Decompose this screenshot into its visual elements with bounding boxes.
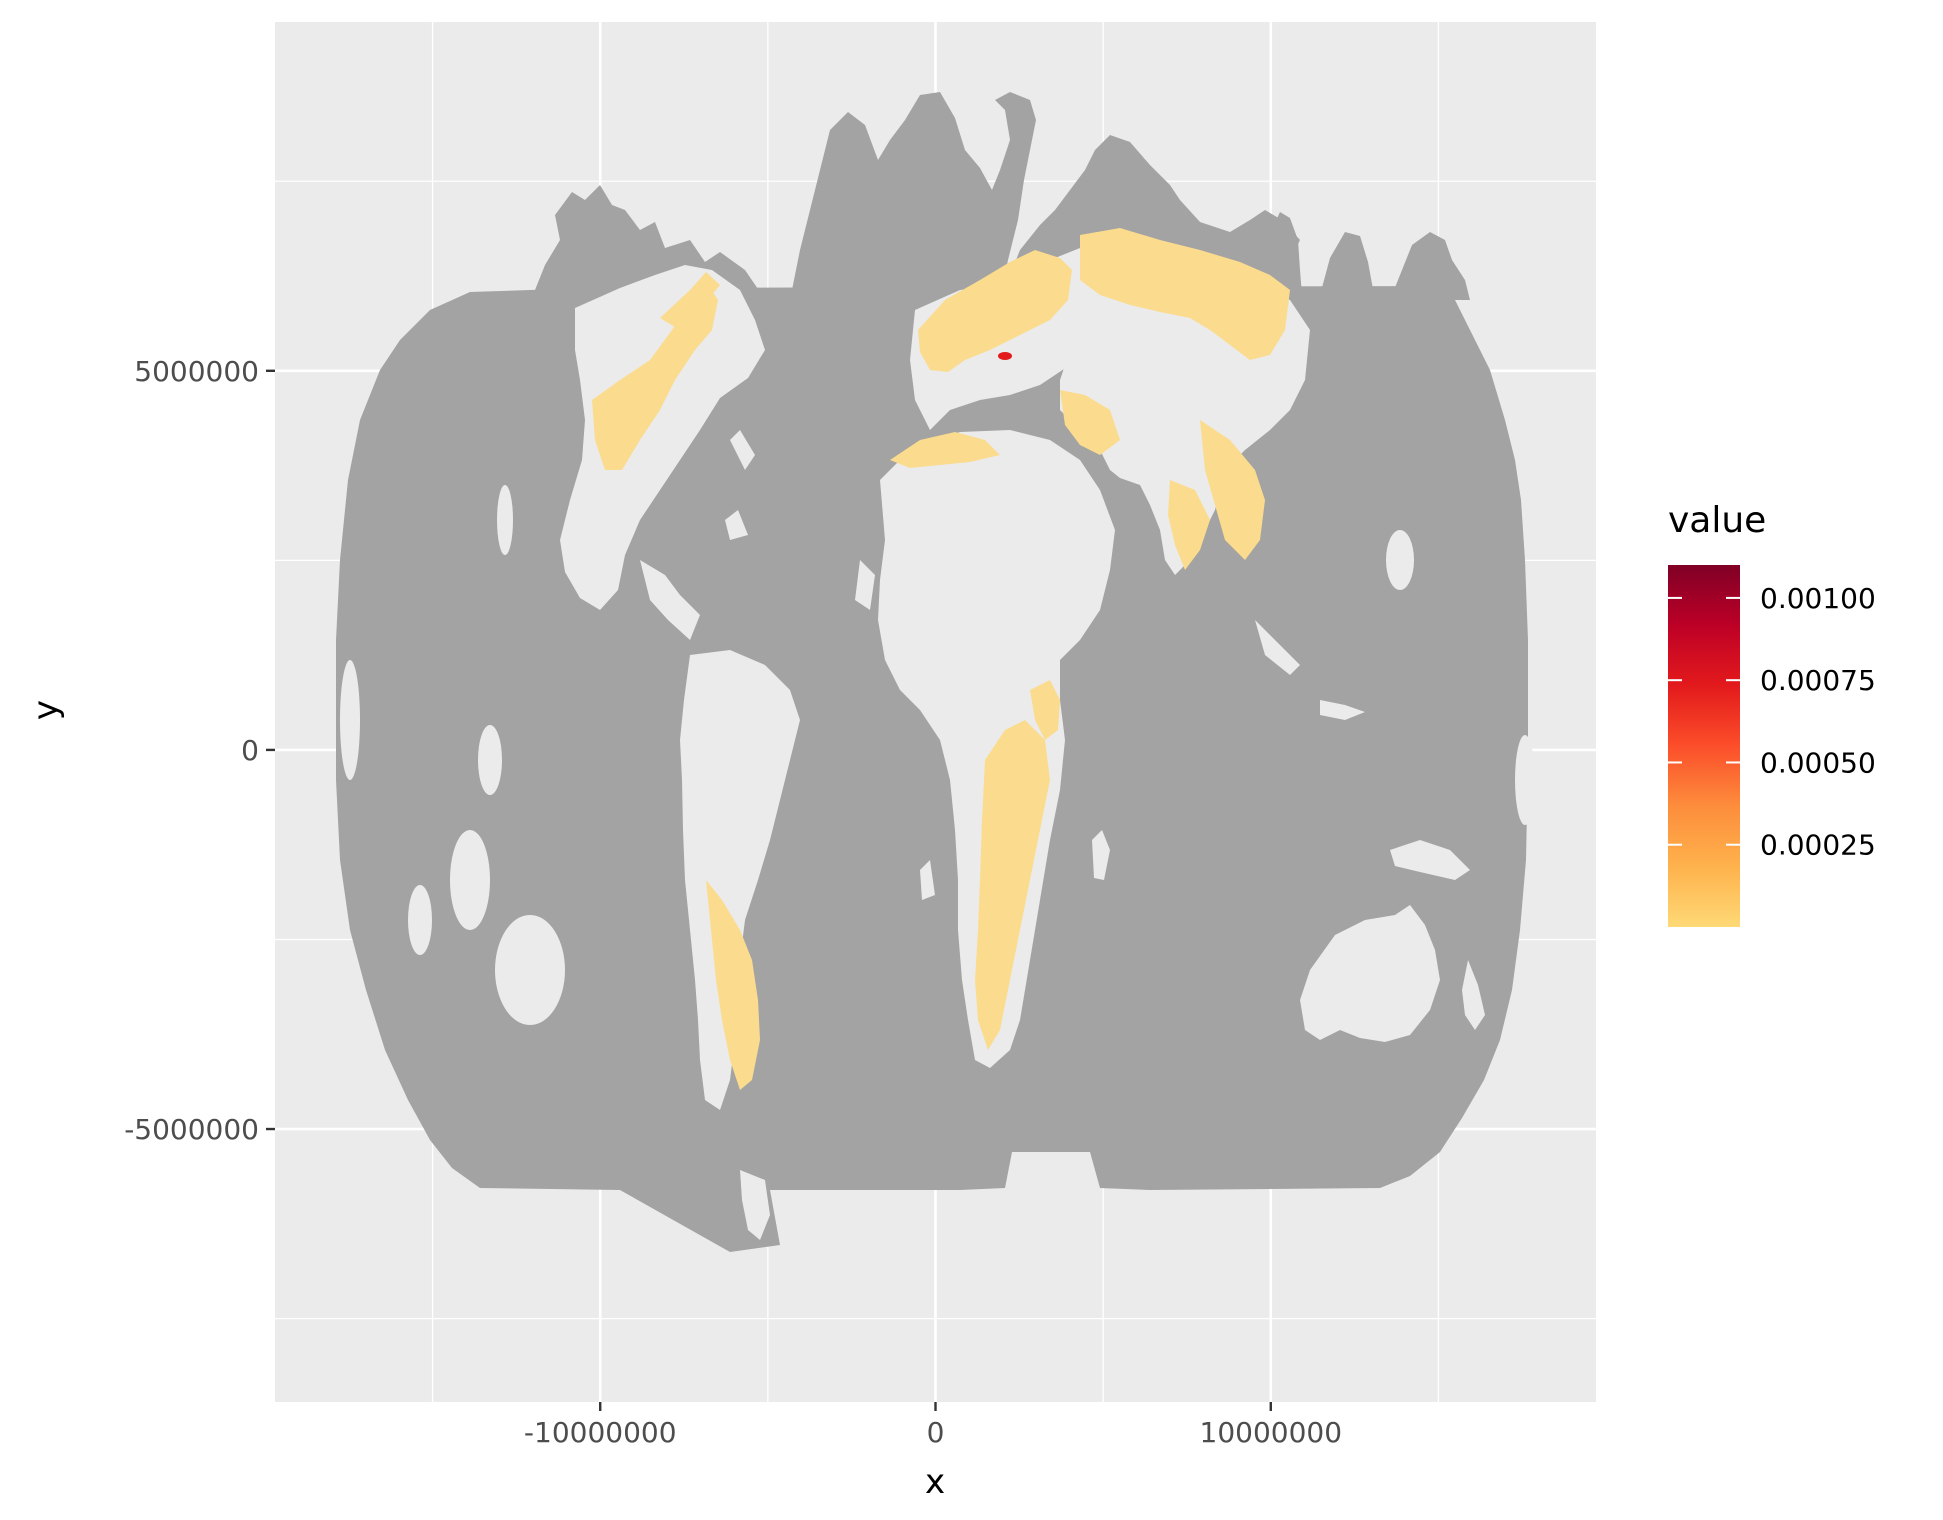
x-axis-title: x [925,1462,945,1502]
ocean-raster-area [336,286,1528,1252]
high-value-hotspot [998,352,1012,360]
legend-colorbar [1668,565,1740,927]
legend-title: value [1668,500,1766,541]
x-tick-label: 0 [927,1416,945,1449]
legend: value 0.00025 0.00050 0.00075 0.00100 [1668,500,1876,927]
x-tick-label: -10000000 [524,1416,677,1449]
legend-tick-label: 0.00075 [1760,664,1876,697]
legend-tick-label: 0.00025 [1760,829,1876,862]
y-axis-title: y [26,700,66,720]
legend-tick-label: 0.00050 [1760,746,1876,779]
y-tick-label: -5000000 [124,1113,259,1146]
x-tick-label: 10000000 [1200,1416,1343,1449]
y-axis-ticks: 5000000 0 -5000000 [124,355,275,1146]
y-tick-label: 0 [241,734,259,767]
legend-tick-label: 0.00100 [1760,582,1876,615]
x-axis-ticks: -10000000 0 10000000 [524,1402,1342,1449]
y-tick-label: 5000000 [134,355,259,388]
